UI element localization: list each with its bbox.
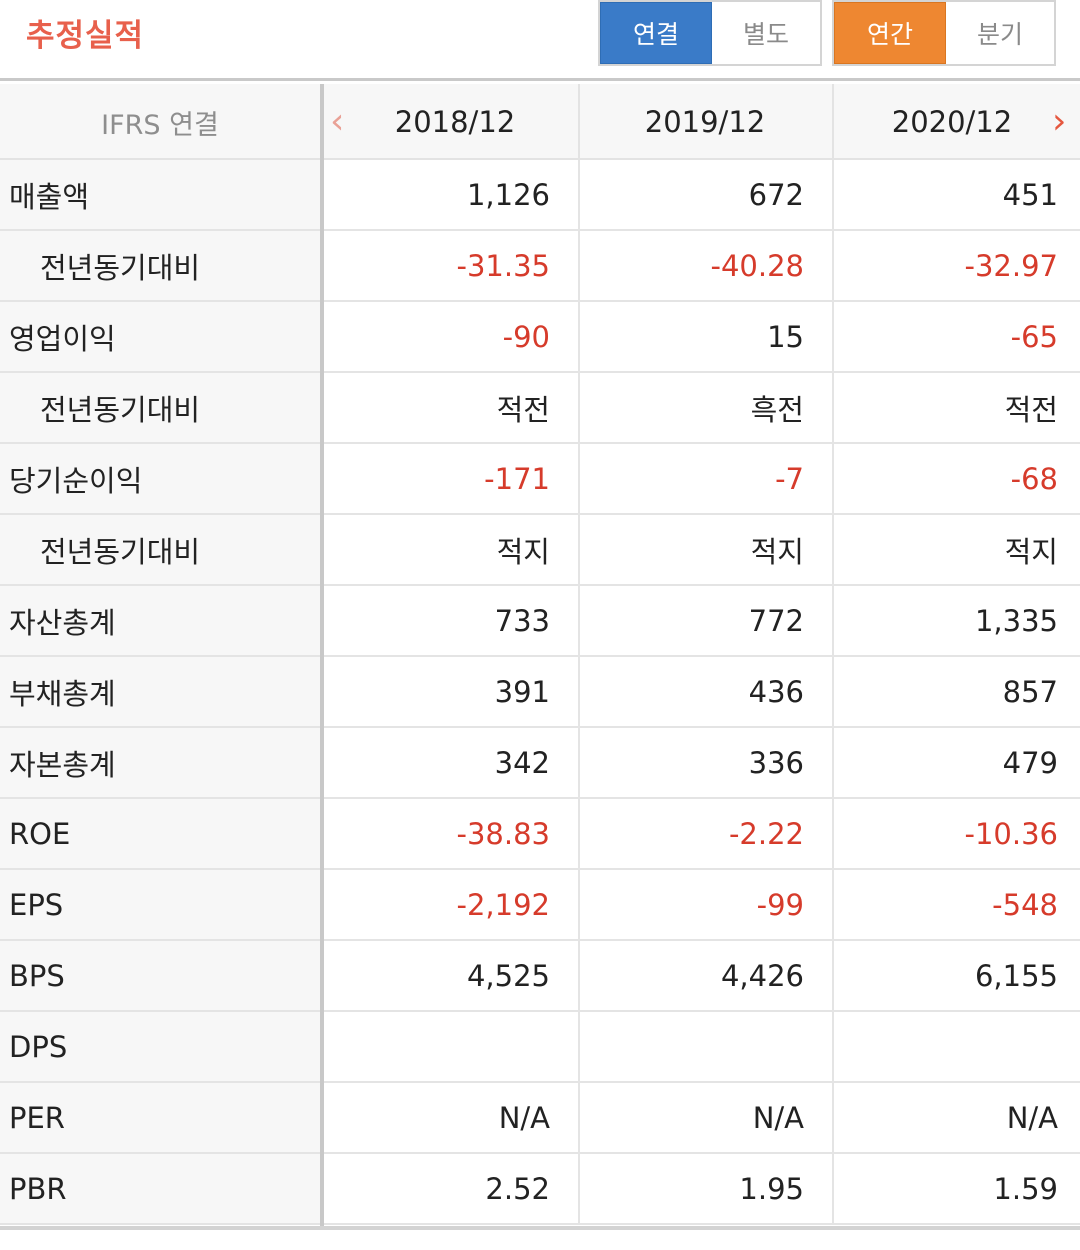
table-cell: 436 (578, 657, 830, 726)
table-cell: -99 (578, 870, 830, 939)
table-row: 매출액 1,126 672 451 (0, 160, 1080, 231)
row-label: 전년동기대비 (0, 373, 320, 442)
table-cell: 적지 (832, 515, 1080, 584)
table-cell: 적지 (578, 515, 830, 584)
row-label: 매출액 (0, 160, 320, 229)
row-label: 당기순이익 (0, 444, 320, 513)
table-cell: 15 (578, 302, 830, 371)
table-cell: -32.97 (832, 231, 1080, 300)
table-cell: 479 (832, 728, 1080, 797)
table-cell (324, 1012, 576, 1081)
row-label: 부채총계 (0, 657, 320, 726)
table-cell: 적지 (496, 534, 550, 569)
table-row: 영업이익 -90 15 -65 (0, 302, 1080, 373)
scope-toggle: 연결 별도 (598, 0, 822, 66)
period-header: 2018/12 (394, 105, 516, 139)
period-option-annual[interactable]: 연간 (834, 2, 946, 64)
table-cell: 1.59 (832, 1154, 1080, 1223)
row-label: 전년동기대비 (0, 515, 320, 584)
table-cell: -40.28 (578, 231, 830, 300)
row-label: PER (0, 1083, 320, 1152)
table-row: PBR 2.52 1.95 1.59 (0, 1154, 1080, 1225)
table-row: 당기순이익 -171 -7 -68 (0, 444, 1080, 515)
row-label: 자산총계 (0, 586, 320, 655)
table-row: ROE -38.83 -2.22 -10.36 (0, 799, 1080, 870)
table-row: DPS (0, 1012, 1080, 1083)
period-header: 2019/12 (578, 84, 830, 160)
table-cell: 672 (578, 160, 830, 229)
table-cell: 적전 (496, 392, 550, 427)
period-option-quarterly[interactable]: 분기 (976, 20, 1023, 49)
page-title: 추정실적 (26, 18, 145, 54)
row-label: 전년동기대비 (0, 231, 320, 300)
table-cell: N/A (578, 1083, 830, 1152)
table-cell: -68 (832, 444, 1080, 513)
table-cell: -38.83 (456, 816, 551, 851)
table-row: BPS 4,525 4,426 6,155 (0, 941, 1080, 1012)
scope-option-separate[interactable]: 별도 (742, 20, 789, 49)
table-cell: 391 (494, 674, 550, 709)
table-cell: 2.52 (485, 1171, 550, 1206)
table-row: 부채총계 391 436 857 (0, 657, 1080, 728)
table-cell (832, 1012, 1080, 1081)
table-cell: -2,192 (456, 887, 551, 922)
table-cell: -31.35 (456, 248, 551, 283)
table-cell: 4,525 (466, 958, 550, 993)
table-cell: 1,126 (466, 177, 550, 212)
table-cell: -10.36 (832, 799, 1080, 868)
column-divider (320, 84, 324, 1228)
period-header: 2020/12 (832, 84, 1080, 160)
table-cell: 772 (578, 586, 830, 655)
chevron-right-icon[interactable]: › (1052, 101, 1067, 142)
row-label: DPS (0, 1012, 320, 1081)
table-cell: N/A (832, 1083, 1080, 1152)
estimates-table: IFRS 연결 2018/12 2019/12 2020/12 ‹ › 매출액 1… (0, 84, 1080, 1230)
table-cell (578, 1012, 830, 1081)
table-cell: 336 (578, 728, 830, 797)
table-cell: -65 (832, 302, 1080, 371)
table-header-row: IFRS 연결 2018/12 2019/12 2020/12 ‹ › (0, 84, 1080, 160)
table-row: 자산총계 733 772 1,335 (0, 586, 1080, 657)
period-toggle: 연간 분기 (832, 0, 1056, 66)
row-label: ROE (0, 799, 320, 868)
scope-option-consolidated[interactable]: 연결 (600, 2, 712, 64)
table-row: 전년동기대비 적지 적지 적지 (0, 515, 1080, 586)
row-label: PBR (0, 1154, 320, 1223)
row-label: 영업이익 (0, 302, 320, 371)
table-cell: -90 (502, 319, 550, 354)
table-cell: 1,335 (832, 586, 1080, 655)
row-label: BPS (0, 941, 320, 1010)
table-cell: 흑전 (578, 373, 830, 442)
header-bar: 추정실적 연결 별도 연간 분기 (0, 0, 1080, 81)
row-label: 자본총계 (0, 728, 320, 797)
table-cell: N/A (498, 1100, 550, 1135)
table-cell: 342 (494, 745, 550, 780)
table-cell: 6,155 (832, 941, 1080, 1010)
table-cell: -548 (832, 870, 1080, 939)
table-cell: -2.22 (578, 799, 830, 868)
table-cell: 451 (832, 160, 1080, 229)
table-row: 전년동기대비 적전 흑전 적전 (0, 373, 1080, 444)
table-cell: 1.95 (578, 1154, 830, 1223)
table-cell: 733 (494, 603, 550, 638)
table-cell: -7 (578, 444, 830, 513)
table-row: 전년동기대비 -31.35 -40.28 -32.97 (0, 231, 1080, 302)
row-label: EPS (0, 870, 320, 939)
table-bottom-border (0, 1226, 1080, 1230)
table-row: PER N/A N/A N/A (0, 1083, 1080, 1154)
table-cell: -171 (484, 461, 550, 496)
chevron-left-icon[interactable]: ‹ (330, 101, 345, 142)
table-row: EPS -2,192 -99 -548 (0, 870, 1080, 941)
table-cell: 4,426 (578, 941, 830, 1010)
table-cell: 적전 (832, 373, 1080, 442)
table-row: 자본총계 342 336 479 (0, 728, 1080, 799)
table-label-header: IFRS 연결 (101, 109, 219, 141)
table-cell: 857 (832, 657, 1080, 726)
